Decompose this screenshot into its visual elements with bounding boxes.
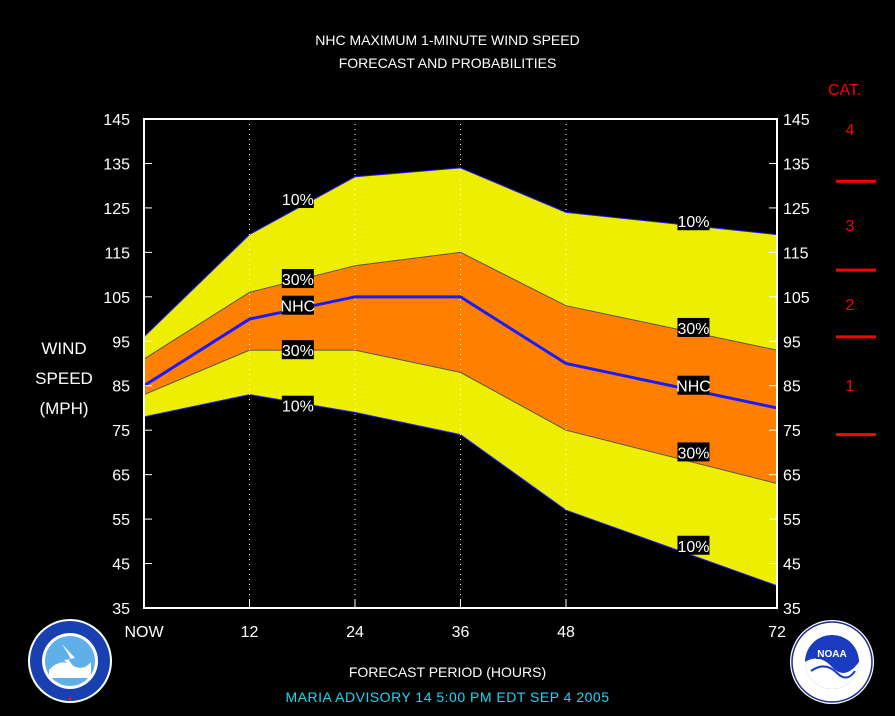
chart-title-line1: NHC MAXIMUM 1-MINUTE WIND SPEED [315, 32, 580, 48]
upper-10-edge [143, 167, 778, 338]
chart-label-box [281, 295, 314, 315]
category-label-4: 4 [845, 122, 855, 139]
y-tick-label-left: 85 [112, 379, 130, 396]
y-tick-label-left: 75 [112, 423, 130, 440]
upper-30-edge [143, 251, 778, 360]
y-tick-label-right: 85 [783, 379, 801, 396]
y-tick-label-right: 45 [783, 557, 801, 574]
nws-logo [28, 619, 112, 703]
nhc-forecast-line [143, 295, 778, 410]
y-axis-label-wind: WIND [41, 339, 87, 358]
chart-label: 10% [677, 214, 709, 231]
chart-label-box [677, 375, 710, 395]
chart-label: 30% [282, 272, 314, 289]
category-label-2: 2 [845, 297, 855, 314]
y-axis-label-speed: SPEED [35, 369, 93, 388]
y-axis-label-unit: (MPH) [39, 399, 89, 418]
chart-label: 30% [677, 445, 709, 462]
chart-label-box [677, 442, 710, 462]
x-tick-label: 72 [768, 624, 786, 641]
y-tick-label-right: 55 [783, 512, 801, 529]
y-tick-label-right: 115 [783, 245, 809, 262]
chart-label-box [677, 535, 710, 555]
noaa-logo: NOAA [790, 620, 874, 704]
x-tick-label: 36 [452, 624, 470, 641]
advisory-footer: MARIA ADVISORY 14 5:00 PM EDT SEP 4 2005 [285, 689, 610, 705]
y-tick-label-right: 35 [783, 601, 801, 618]
chart-label-box [281, 340, 314, 360]
chart-label-box [677, 211, 710, 231]
y-tick-label-right: 65 [783, 468, 801, 485]
y-tick-label-right: 125 [783, 201, 810, 218]
y-tick-label-left: 45 [112, 557, 130, 574]
chart-label-box [677, 317, 710, 337]
y-tick-label-left: 35 [112, 601, 130, 618]
chart-label-box [281, 395, 314, 415]
chart-label: 10% [282, 192, 314, 209]
category-header: CAT. [828, 82, 862, 99]
x-tick-label: 24 [346, 624, 364, 641]
y-tick-label-left: 95 [112, 334, 130, 351]
category-label-1: 1 [845, 378, 855, 395]
y-tick-label-right: 145 [783, 112, 810, 129]
chart-label-box [281, 189, 314, 209]
chart-label-box [281, 269, 314, 289]
y-tick-label-left: 105 [103, 290, 130, 307]
y-tick-label-left: 65 [112, 468, 130, 485]
x-tick-label: NOW [124, 624, 164, 641]
chart-label: 10% [282, 399, 314, 416]
y-tick-label-left: 145 [103, 112, 130, 129]
y-tick-label-left: 135 [103, 156, 130, 173]
lower-30-edge [143, 349, 778, 485]
x-tick-label: 12 [241, 624, 259, 641]
y-tick-label-right: 135 [783, 156, 810, 173]
y-tick-label-left: 115 [104, 245, 130, 262]
chart-label: NHC [281, 299, 316, 316]
x-axis-label: FORECAST PERIOD (HOURS) [348, 664, 547, 680]
y-tick-label-right: 95 [783, 334, 801, 351]
chart-label: 10% [677, 539, 709, 556]
y-tick-label-right: 75 [783, 423, 801, 440]
lower-10-edge [143, 394, 778, 587]
chart-label: 30% [677, 321, 709, 338]
y-tick-label-right: 105 [783, 290, 810, 307]
x-tick-label: 48 [557, 624, 575, 641]
svg-text:NOAA: NOAA [817, 649, 846, 660]
y-tick-label-left: 125 [103, 201, 130, 218]
chart-label: 30% [282, 343, 314, 360]
y-tick-label-left: 55 [112, 512, 130, 529]
chart-title-line2: FORECAST AND PROBABILITIES [338, 55, 557, 71]
chart-label: NHC [676, 379, 711, 396]
category-label-3: 3 [845, 218, 855, 235]
